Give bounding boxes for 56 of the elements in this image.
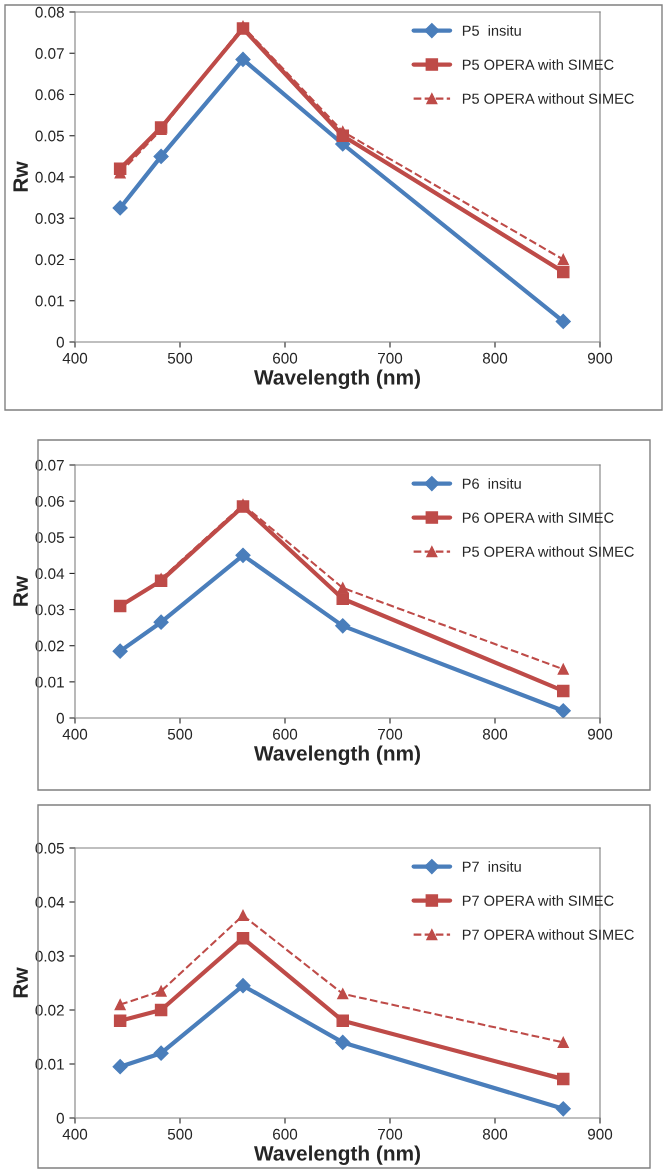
x-tick-label: 500	[167, 352, 193, 364]
x-tick-label: 600	[273, 1128, 298, 1140]
x-tick-label: 700	[378, 1128, 403, 1140]
legend-label: P7 OPERA with SIMEC	[462, 895, 614, 906]
y-tick-label: 0.01	[35, 1058, 64, 1070]
x-tick-label: 600	[273, 352, 298, 364]
legend-label: P5 OPERA with SIMEC	[462, 59, 614, 70]
x-tick-label: 700	[378, 352, 403, 364]
legend-label: P5 OPERA without SIMEC	[462, 93, 634, 104]
y-tick-label: 0.05	[35, 532, 64, 543]
y-tick-label: 0.04	[35, 171, 65, 183]
y-tick-label: 0.02	[35, 254, 64, 266]
x-tick-label: 400	[62, 352, 88, 364]
x-tick-label: 700	[378, 728, 403, 740]
x-tick-label: 600	[273, 728, 298, 740]
y-tick-label: 0	[56, 712, 64, 724]
x-tick-label: 800	[482, 1128, 508, 1140]
y-tick-label: 0.06	[35, 89, 64, 101]
x-tick-label: 900	[587, 352, 613, 364]
x-axis-title: Wavelength (nm)	[254, 745, 420, 765]
y-tick-label: 0.02	[35, 640, 64, 652]
y-tick-label: 0.05	[35, 130, 64, 142]
legend-label: P7 OPERA without SIMEC	[462, 929, 634, 940]
x-tick-label: 800	[482, 728, 508, 740]
y-axis-title: Rw	[13, 161, 28, 192]
y-tick-label: 0.07	[35, 459, 64, 471]
x-tick-label: 500	[167, 728, 193, 740]
y-tick-label: 0	[56, 1112, 64, 1124]
legend-label: P5 insitu	[462, 25, 521, 36]
x-axis-title: Wavelength (nm)	[254, 1145, 420, 1165]
legend-label: P6 OPERA with SIMEC	[462, 512, 614, 523]
x-tick-label: 900	[587, 728, 613, 740]
y-axis-title: Rw	[13, 967, 28, 998]
x-axis-title: Wavelength (nm)	[254, 369, 420, 389]
y-tick-label: 0.04	[35, 568, 65, 580]
y-tick-label: 0.06	[35, 496, 64, 507]
y-tick-label: 0.05	[35, 842, 64, 854]
y-tick-label: 0.04	[35, 896, 65, 908]
y-tick-label: 0.03	[35, 213, 64, 224]
x-tick-label: 500	[167, 1128, 193, 1140]
x-tick-label: 400	[62, 1128, 88, 1140]
y-tick-label: 0.07	[35, 48, 64, 59]
legend-label: P7 insitu	[462, 861, 521, 872]
x-tick-label: 400	[62, 728, 88, 740]
x-tick-label: 900	[587, 1128, 613, 1140]
y-tick-label: 0.03	[35, 604, 64, 616]
y-tick-label: 0.08	[35, 6, 64, 18]
y-axis-title: Rw	[13, 575, 28, 606]
x-tick-label: 800	[482, 352, 508, 364]
legend-label: P6 insitu	[462, 478, 521, 489]
y-tick-label: 0.01	[35, 676, 64, 688]
y-tick-label: 0.03	[35, 950, 64, 962]
y-tick-label: 0.01	[35, 295, 64, 307]
y-tick-label: 0.02	[35, 1004, 64, 1016]
y-tick-label: 0	[56, 336, 64, 348]
legend-label: P5 OPERA without SIMEC	[462, 546, 634, 557]
